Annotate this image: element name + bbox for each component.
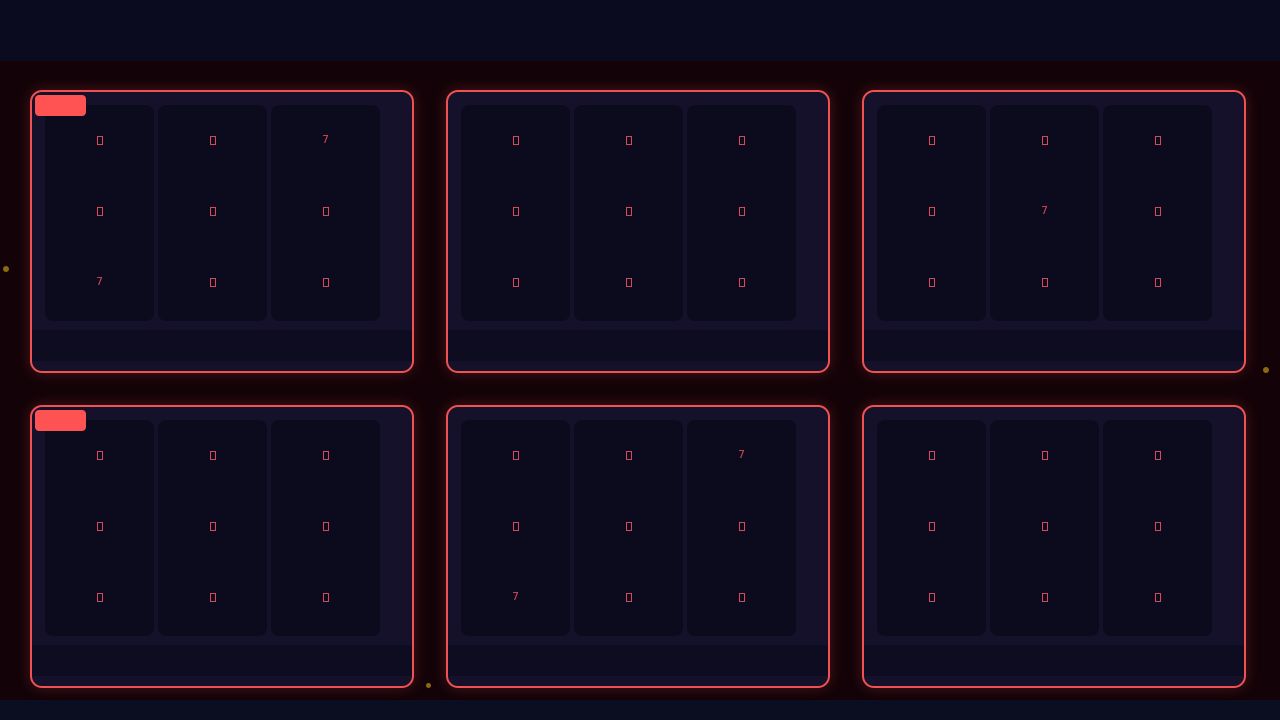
missing-glyph-symbol xyxy=(158,204,267,218)
missing-glyph-symbol xyxy=(1103,448,1212,462)
missing-glyph-symbol xyxy=(990,519,1099,533)
slot-machine[interactable] xyxy=(862,405,1246,688)
slot-machine[interactable] xyxy=(446,90,830,373)
missing-glyph-symbol xyxy=(158,275,267,289)
missing-glyph-symbol xyxy=(687,204,796,218)
missing-glyph-symbol xyxy=(574,448,683,462)
missing-glyph-symbol xyxy=(687,133,796,147)
bottom-bar xyxy=(0,700,1280,720)
missing-glyph-symbol xyxy=(158,590,267,604)
missing-glyph-symbol xyxy=(990,448,1099,462)
missing-glyph-symbol xyxy=(990,590,1099,604)
missing-glyph-symbol xyxy=(271,204,380,218)
missing-glyph-symbol xyxy=(1103,133,1212,147)
missing-glyph-symbol xyxy=(45,519,154,533)
missing-glyph-symbol xyxy=(461,448,570,462)
missing-glyph-symbol xyxy=(990,133,1099,147)
missing-glyph-symbol xyxy=(877,133,986,147)
missing-glyph-symbol xyxy=(687,519,796,533)
missing-glyph-symbol xyxy=(1103,275,1212,289)
reel xyxy=(877,420,986,636)
machine-footer xyxy=(32,330,412,361)
missing-glyph-symbol xyxy=(687,590,796,604)
missing-glyph-symbol xyxy=(461,275,570,289)
missing-glyph-symbol xyxy=(877,275,986,289)
missing-glyph-symbol xyxy=(574,519,683,533)
missing-glyph-symbol xyxy=(574,204,683,218)
active-badge xyxy=(35,410,86,431)
machine-footer xyxy=(864,645,1244,676)
reel xyxy=(990,420,1099,636)
missing-glyph-symbol xyxy=(271,448,380,462)
missing-glyph-symbol xyxy=(1103,519,1212,533)
active-badge xyxy=(35,95,86,116)
missing-glyph-symbol xyxy=(877,590,986,604)
reel: 7 xyxy=(271,105,380,321)
reel: 7 xyxy=(990,105,1099,321)
missing-glyph-symbol xyxy=(158,519,267,533)
slot-machine[interactable]: 7 xyxy=(862,90,1246,373)
seven-symbol: 7 xyxy=(322,133,329,146)
missing-glyph-symbol xyxy=(271,519,380,533)
reel xyxy=(687,105,796,321)
reel xyxy=(1103,420,1212,636)
missing-glyph-symbol xyxy=(574,275,683,289)
missing-glyph-symbol xyxy=(45,133,154,147)
reel xyxy=(877,105,986,321)
slot-machine[interactable] xyxy=(30,405,414,688)
missing-glyph-symbol xyxy=(574,590,683,604)
coin-particle xyxy=(3,266,9,272)
reel xyxy=(271,420,380,636)
missing-glyph-symbol xyxy=(158,133,267,147)
reel xyxy=(1103,105,1212,321)
machine-footer xyxy=(448,645,828,676)
missing-glyph-symbol xyxy=(45,590,154,604)
missing-glyph-symbol xyxy=(1103,590,1212,604)
missing-glyph-symbol xyxy=(271,275,380,289)
seven-symbol: 7 xyxy=(1041,204,1048,217)
missing-glyph-symbol xyxy=(687,275,796,289)
missing-glyph-symbol xyxy=(877,519,986,533)
missing-glyph-symbol xyxy=(461,204,570,218)
seven-symbol: 7 xyxy=(96,275,103,288)
seven-symbol: 7 xyxy=(512,590,519,603)
reel: 7 xyxy=(45,105,154,321)
top-bar xyxy=(0,0,1280,61)
missing-glyph-symbol xyxy=(1103,204,1212,218)
reel: 7 xyxy=(687,420,796,636)
missing-glyph-symbol xyxy=(45,204,154,218)
reel xyxy=(574,105,683,321)
missing-glyph-symbol xyxy=(574,133,683,147)
coin-particle xyxy=(426,683,431,688)
machine-footer xyxy=(864,330,1244,361)
missing-glyph-symbol xyxy=(45,448,154,462)
machine-footer xyxy=(448,330,828,361)
reel xyxy=(45,420,154,636)
reel xyxy=(158,105,267,321)
missing-glyph-symbol xyxy=(271,590,380,604)
missing-glyph-symbol xyxy=(461,133,570,147)
reel xyxy=(461,105,570,321)
reel: 7 xyxy=(461,420,570,636)
missing-glyph-symbol xyxy=(158,448,267,462)
reel xyxy=(574,420,683,636)
reel xyxy=(158,420,267,636)
missing-glyph-symbol xyxy=(990,275,1099,289)
missing-glyph-symbol xyxy=(877,448,986,462)
coin-particle xyxy=(1263,367,1269,373)
seven-symbol: 7 xyxy=(738,448,745,461)
machine-footer xyxy=(32,645,412,676)
missing-glyph-symbol xyxy=(877,204,986,218)
missing-glyph-symbol xyxy=(461,519,570,533)
